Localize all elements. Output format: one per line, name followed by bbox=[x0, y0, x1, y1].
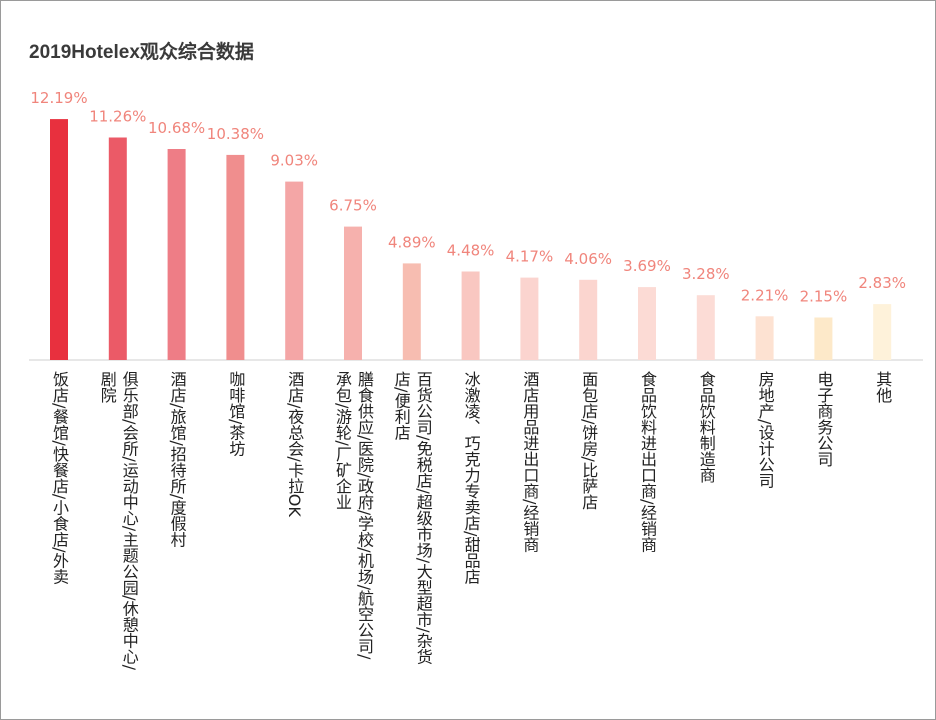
category-label-6: 百货公司/免税店/超级市场/大型超市/杂货 店/便利店 bbox=[391, 371, 433, 665]
value-label-group: 12.19%11.26%10.68% 10.38% 9.03% 6.75% 4.89% 4… bbox=[30, 89, 906, 305]
category-label-4: 酒店/夜总会/卡拉OK bbox=[285, 371, 305, 517]
value-label-3: 10.38% bbox=[207, 125, 264, 143]
bar-9 bbox=[579, 279, 598, 360]
bar-6 bbox=[402, 263, 421, 360]
bar-11 bbox=[696, 295, 715, 360]
value-label-5: 6.75% bbox=[329, 197, 377, 215]
bar-2 bbox=[167, 149, 186, 360]
category-label-13: 电子商务公司 bbox=[814, 371, 834, 467]
category-label-10: 食品饮料进出口商/经销商 bbox=[638, 371, 657, 553]
value-label-12: 2.21% bbox=[741, 286, 789, 304]
bar-10 bbox=[638, 287, 656, 360]
bar-12 bbox=[755, 316, 774, 360]
category-label-1: 俱乐部/会所/运动中心/主题公园/休憩中心/ 剧院 bbox=[97, 371, 139, 670]
value-label-7: 4.48% bbox=[447, 242, 495, 260]
value-label-13: 2.15% bbox=[800, 288, 848, 306]
value-label-10: 3.69% bbox=[623, 257, 671, 275]
value-label-1: 11.26% bbox=[89, 108, 146, 126]
category-label-11: 食品饮料制造商 bbox=[696, 371, 716, 483]
value-label-9: 4.06% bbox=[564, 250, 612, 268]
bar-4 bbox=[285, 181, 304, 360]
value-label-14: 2.83% bbox=[858, 274, 906, 292]
value-label-4: 9.03% bbox=[270, 152, 318, 170]
category-label-5: 膳食供应/医院/政府/学校/机场/航空公司/ 承包/游轮/厂矿企业 bbox=[333, 371, 374, 660]
value-label-8: 4.17% bbox=[506, 248, 554, 266]
category-label-9: 面包店/饼房/比萨店 bbox=[579, 371, 599, 510]
bar-5 bbox=[344, 226, 362, 360]
category-label-2: 酒店/旅馆/招待所/度假村 bbox=[167, 371, 187, 548]
value-label-6: 4.89% bbox=[388, 233, 436, 251]
chart-title: 2019Hotelex观众综合数据 bbox=[29, 42, 254, 63]
bar-13 bbox=[814, 317, 833, 360]
bar-7 bbox=[461, 271, 480, 360]
bar-3 bbox=[226, 154, 245, 360]
category-label-7: 冰激凌、巧克力专卖店/甜品店 bbox=[461, 371, 481, 585]
category-label-3: 咖啡馆/茶坊 bbox=[226, 371, 246, 457]
category-label-0: 饭店/餐馆/快餐店/小食店/外卖 bbox=[50, 371, 69, 585]
category-label-12: 房地产/设计公司 bbox=[755, 371, 775, 489]
bar-group bbox=[50, 119, 892, 360]
bar-1 bbox=[108, 137, 127, 360]
category-label-8: 酒店用品进出口商/经销商 bbox=[520, 371, 540, 553]
category-label-14: 其他 bbox=[873, 371, 893, 403]
value-label-11: 3.28% bbox=[682, 265, 730, 283]
bar-8 bbox=[520, 277, 539, 360]
bar-14 bbox=[873, 304, 892, 360]
bar-0 bbox=[50, 119, 68, 360]
value-label-2: 10.68% bbox=[148, 119, 205, 137]
value-label-0: 12.19% bbox=[30, 89, 87, 107]
